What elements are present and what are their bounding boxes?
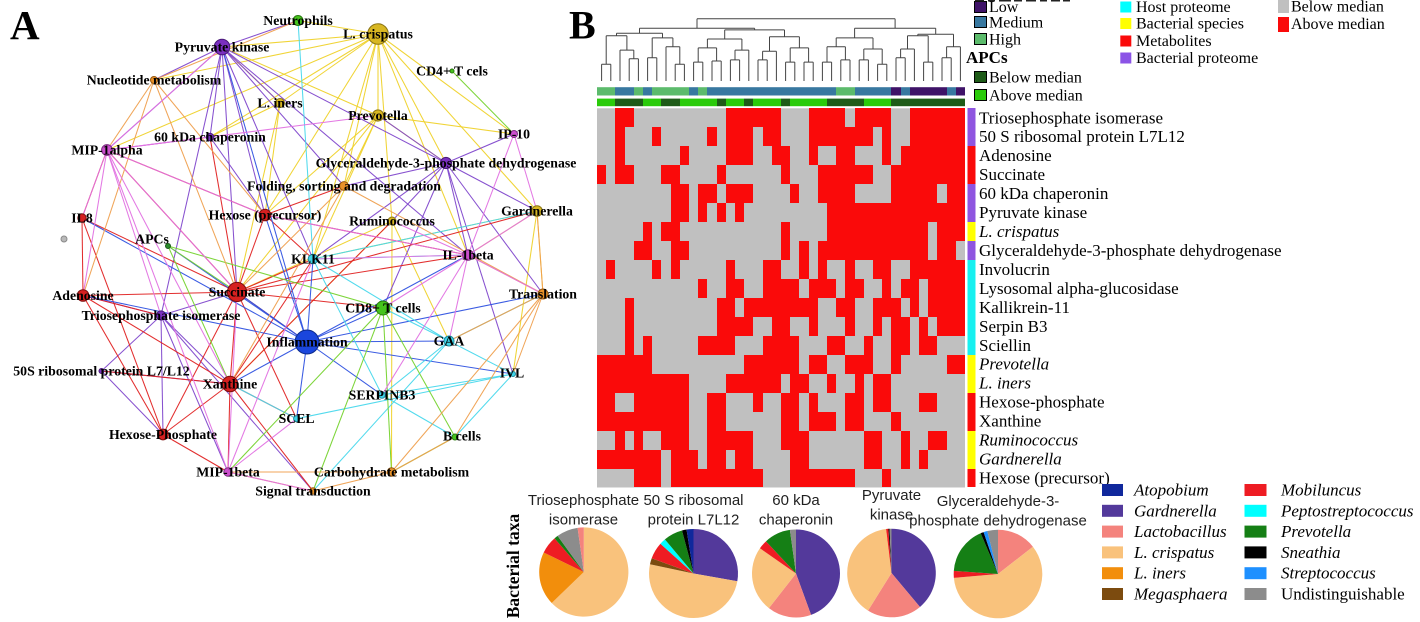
svg-text:Folding, sorting and degradati: Folding, sorting and degradation xyxy=(247,179,441,194)
svg-text:IL-1beta: IL-1beta xyxy=(442,248,493,263)
svg-text:Kallikrein-11: Kallikrein-11 xyxy=(979,298,1070,317)
svg-text:CD8+ T cells: CD8+ T cells xyxy=(345,301,421,316)
svg-text:B: B xyxy=(569,3,596,48)
svg-text:MIP-1beta: MIP-1beta xyxy=(196,465,260,480)
svg-text:Atopobium: Atopobium xyxy=(1133,481,1209,500)
svg-text:50 S ribosomal protein L7L12: 50 S ribosomal protein L7L12 xyxy=(979,127,1185,146)
svg-text:chaperonin: chaperonin xyxy=(759,512,833,529)
svg-text:Hexose (precursor): Hexose (precursor) xyxy=(209,208,322,224)
svg-text:Inflammation: Inflammation xyxy=(266,335,348,350)
svg-text:L. crispatus: L. crispatus xyxy=(1133,543,1215,562)
svg-text:Host proteome: Host proteome xyxy=(1136,0,1231,16)
svg-text:Signal transduction: Signal transduction xyxy=(255,484,371,499)
svg-text:Gardnerella: Gardnerella xyxy=(979,450,1062,469)
svg-text:High: High xyxy=(989,32,1021,49)
svg-text:Lactobacillus: Lactobacillus xyxy=(1133,522,1227,541)
svg-text:L. crispatus: L. crispatus xyxy=(343,27,413,42)
svg-text:Triosephosphate isomerase: Triosephosphate isomerase xyxy=(979,108,1163,127)
svg-text:IVL: IVL xyxy=(500,366,525,381)
svg-text:Medium: Medium xyxy=(989,15,1044,32)
svg-text:Hexose-Phosphate: Hexose-Phosphate xyxy=(109,427,217,442)
svg-text:L. iners: L. iners xyxy=(257,96,303,111)
svg-text:50 S ribosomal: 50 S ribosomal xyxy=(643,492,743,509)
svg-text:Pyruvate kinase: Pyruvate kinase xyxy=(979,203,1087,222)
svg-text:B cells: B cells xyxy=(443,429,482,444)
svg-text:Streptococcus: Streptococcus xyxy=(1281,564,1376,583)
svg-text:IL8: IL8 xyxy=(71,211,93,226)
svg-text:Hexose (precursor): Hexose (precursor) xyxy=(979,469,1110,488)
svg-text:Serpin B3: Serpin B3 xyxy=(979,317,1047,336)
svg-text:Adenosine: Adenosine xyxy=(979,146,1052,165)
svg-text:Megasphaera: Megasphaera xyxy=(1133,585,1227,604)
svg-text:Lysosomal alpha-glucosidase: Lysosomal alpha-glucosidase xyxy=(979,279,1179,298)
svg-text:Prevotella: Prevotella xyxy=(348,108,408,123)
svg-text:APCs: APCs xyxy=(135,232,169,247)
svg-text:IP-10: IP-10 xyxy=(498,127,530,142)
svg-text:GAA: GAA xyxy=(434,334,465,349)
svg-text:Mobiluncus: Mobiluncus xyxy=(1280,481,1362,500)
svg-text:Prevotella: Prevotella xyxy=(978,355,1049,374)
svg-text:Nucleotide metabolism: Nucleotide metabolism xyxy=(87,73,222,88)
svg-text:SERPINB3: SERPINB3 xyxy=(349,388,416,403)
svg-text:Metabolites: Metabolites xyxy=(1136,33,1212,50)
svg-text:Translation: Translation xyxy=(509,287,577,302)
svg-text:60 kDa chaperonin: 60 kDa chaperonin xyxy=(979,184,1109,203)
svg-text:MIP-1alpha: MIP-1alpha xyxy=(71,143,142,158)
svg-text:Sneathia: Sneathia xyxy=(1281,543,1341,562)
svg-text:phosphate dehydrogenase: phosphate dehydrogenase xyxy=(909,513,1087,530)
svg-text:Bacterial proteome: Bacterial proteome xyxy=(1136,50,1258,67)
svg-text:kinase: kinase xyxy=(870,507,913,524)
svg-text:KLK11: KLK11 xyxy=(291,252,335,267)
svg-text:Prevotella: Prevotella xyxy=(1280,522,1351,541)
svg-text:Glyceraldehyde-3-phosphate deh: Glyceraldehyde-3-phosphate dehydrogenase xyxy=(979,241,1282,260)
svg-text:Xanthine: Xanthine xyxy=(203,377,257,392)
svg-text:Gardnerella: Gardnerella xyxy=(501,204,573,219)
svg-text:Xanthine: Xanthine xyxy=(979,412,1041,431)
svg-text:Glyceraldehyde-3-: Glyceraldehyde-3- xyxy=(937,493,1060,510)
svg-text:50S ribosomal protein L7/L12: 50S ribosomal protein L7/L12 xyxy=(13,364,190,379)
svg-text:Above median: Above median xyxy=(1291,16,1385,33)
svg-text:Peptostreptococcus: Peptostreptococcus xyxy=(1280,501,1414,520)
svg-text:Below median: Below median xyxy=(989,70,1082,87)
svg-text:Succinate: Succinate xyxy=(979,165,1045,184)
svg-text:Triosephosphate: Triosephosphate xyxy=(528,492,639,509)
svg-text:protein L7L12: protein L7L12 xyxy=(648,512,740,529)
svg-text:L. crispatus: L. crispatus xyxy=(978,222,1060,241)
svg-text:A: A xyxy=(10,2,40,48)
svg-text:Ruminococcus: Ruminococcus xyxy=(978,431,1079,450)
svg-text:L. iners: L. iners xyxy=(978,374,1031,393)
svg-text:Bacterial taxa: Bacterial taxa xyxy=(503,514,523,619)
svg-text:Triosephosphate isomerase: Triosephosphate isomerase xyxy=(82,308,241,323)
svg-text:60 kDa chaperonin: 60 kDa chaperonin xyxy=(154,130,266,145)
svg-text:Low: Low xyxy=(989,0,1019,16)
svg-text:Neutrophils: Neutrophils xyxy=(263,13,333,28)
svg-text:CD4+ T cels: CD4+ T cels xyxy=(416,64,488,79)
svg-text:Pyruvate: Pyruvate xyxy=(862,487,921,504)
svg-text:Succinate: Succinate xyxy=(209,285,266,300)
svg-text:Bacterial species: Bacterial species xyxy=(1136,16,1244,33)
svg-text:Glyceraldehyde-3-phosphate deh: Glyceraldehyde-3-phosphate dehydrogenase xyxy=(316,156,577,171)
svg-text:Pyruvate kinase: Pyruvate kinase xyxy=(175,40,270,55)
svg-text:Adenosine: Adenosine xyxy=(52,288,113,303)
svg-text:Undistinguishable: Undistinguishable xyxy=(1281,585,1405,604)
svg-text:60 kDa: 60 kDa xyxy=(772,492,820,509)
svg-text:Involucrin: Involucrin xyxy=(979,260,1050,279)
svg-text:Sciellin: Sciellin xyxy=(979,336,1031,355)
svg-text:Above median: Above median xyxy=(989,88,1083,105)
svg-text:SCEL: SCEL xyxy=(279,411,315,426)
svg-text:Below median: Below median xyxy=(1291,0,1384,16)
svg-text:APCs: APCs xyxy=(966,48,1008,67)
svg-text:isomerase: isomerase xyxy=(549,512,618,529)
svg-text:L. iners: L. iners xyxy=(1133,564,1186,583)
svg-text:Carbohydrate metabolism: Carbohydrate metabolism xyxy=(314,465,470,480)
svg-text:Hexose-phosphate: Hexose-phosphate xyxy=(979,393,1105,412)
svg-text:Ruminococcus: Ruminococcus xyxy=(349,214,435,229)
svg-text:Gardnerella: Gardnerella xyxy=(1134,501,1217,520)
